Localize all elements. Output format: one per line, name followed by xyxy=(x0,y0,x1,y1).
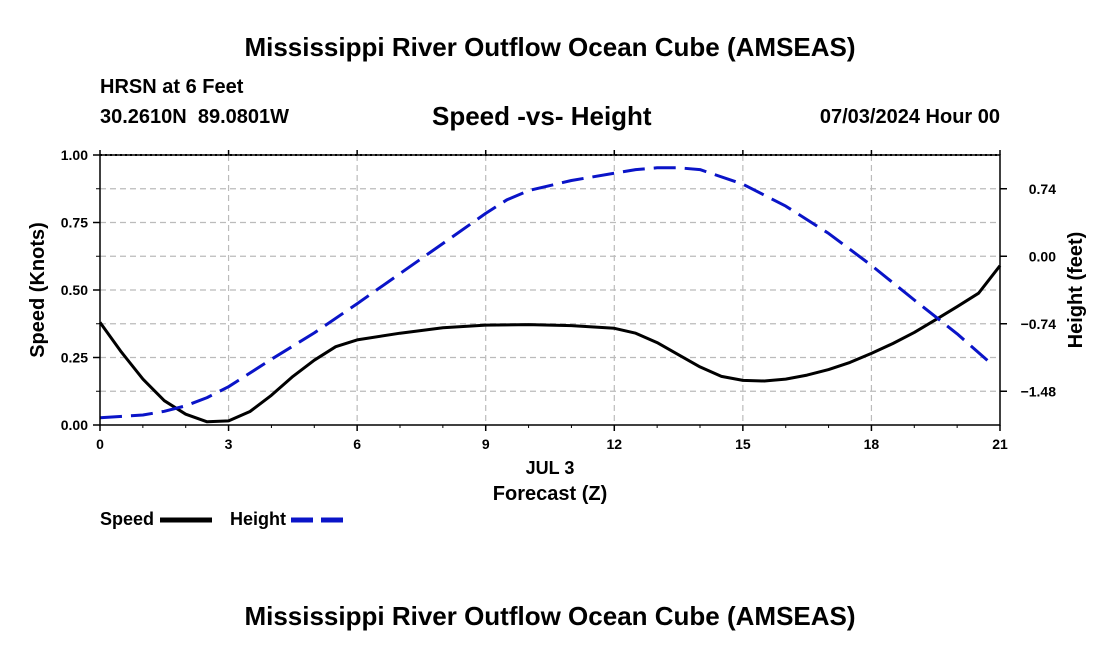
y2-tick-label: −1.48 xyxy=(1021,383,1057,399)
speed-series-line xyxy=(98,264,1002,424)
x-tick-label: 9 xyxy=(482,436,490,452)
x-tick-label: 3 xyxy=(225,436,233,452)
footer-title: Mississippi River Outflow Ocean Cube (AM… xyxy=(244,601,856,631)
height-series-line xyxy=(99,166,993,420)
y-tick-label: 1.00 xyxy=(61,147,88,163)
y-tick-label: 0.50 xyxy=(61,282,88,298)
y-axis-title: Speed (Knots) xyxy=(27,222,49,358)
y2-tick-label: 0.74 xyxy=(1029,181,1056,197)
y-tick-label: 0.25 xyxy=(61,350,88,366)
x-tick-label: 12 xyxy=(606,436,622,452)
page-title: Mississippi River Outflow Ocean Cube (AM… xyxy=(244,32,856,62)
chart-legend: Speed Height xyxy=(100,509,343,529)
y2-tick-label: 0.00 xyxy=(1029,248,1056,264)
coordinates-label: 30.2610N 89.0801W xyxy=(100,106,290,128)
legend-height-label: Height xyxy=(230,509,286,529)
x-tick-label: 0 xyxy=(96,436,104,452)
x-tick-label: 6 xyxy=(353,436,361,452)
station-label: HRSN at 6 Feet xyxy=(100,76,244,98)
chart-subtitle: Speed -vs- Height xyxy=(432,101,652,131)
forecast-datetime: 07/03/2024 Hour 00 xyxy=(819,106,1000,128)
x-tick-label: 21 xyxy=(992,436,1008,452)
y2-axis-title: Height (feet) xyxy=(1065,232,1087,349)
y-tick-label: 0.75 xyxy=(61,215,88,231)
x-axis-title: Forecast (Z) xyxy=(493,483,607,505)
x-axis-date-label: JUL 3 xyxy=(526,458,575,478)
legend-speed-label: Speed xyxy=(100,509,154,529)
x-tick-label: 15 xyxy=(735,436,751,452)
x-tick-label: 18 xyxy=(864,436,880,452)
y2-tick-label: −0.74 xyxy=(1021,316,1057,332)
y-tick-label: 0.00 xyxy=(61,417,88,433)
